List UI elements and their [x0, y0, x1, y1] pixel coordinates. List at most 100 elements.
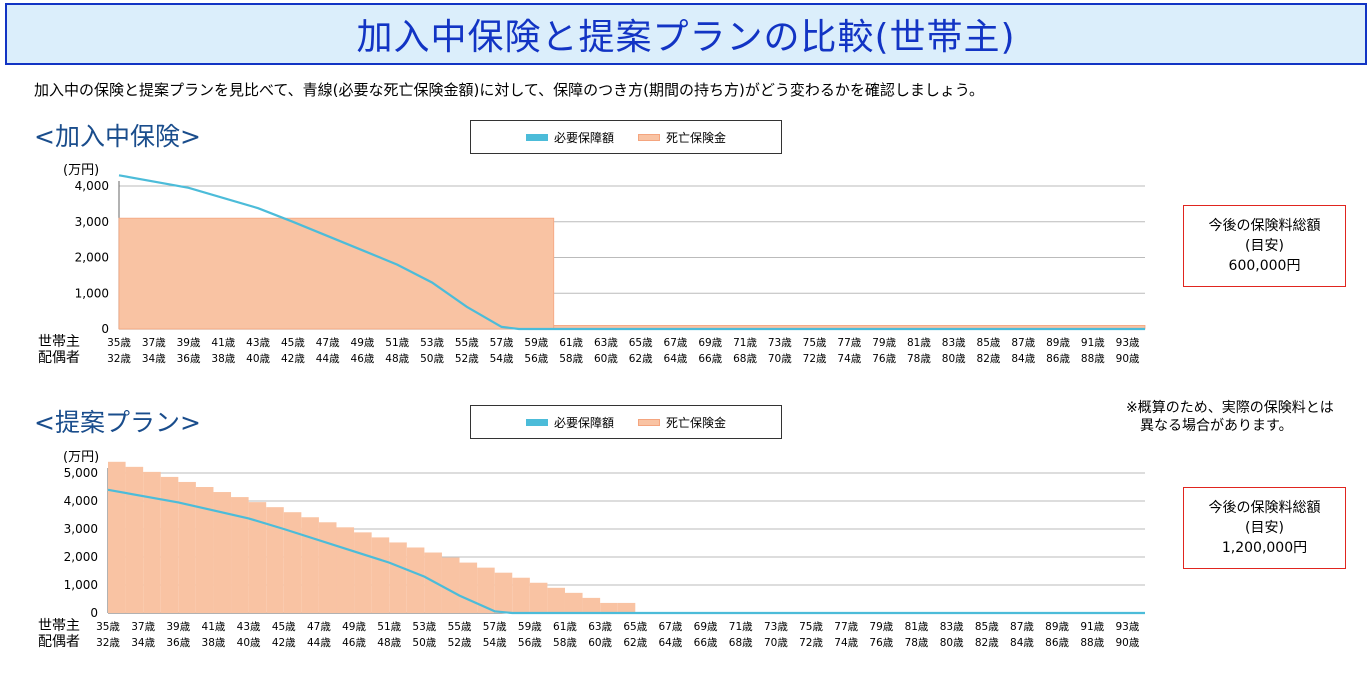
death-benefit-step	[195, 487, 214, 613]
x-tick-label-householder: 43歳	[237, 621, 261, 633]
page-title-banner: 加入中保険と提案プランの比較(世帯主)	[5, 3, 1367, 65]
x-tick-label-householder: 63歳	[588, 621, 612, 633]
x-tick-label-householder: 85歳	[975, 621, 999, 633]
legend-item-required: 必要保障額	[525, 414, 614, 431]
x-tick-label-spouse: 66歳	[694, 637, 718, 649]
legend-swatch-area	[638, 133, 660, 141]
x-tick-label-householder: 49歳	[351, 337, 375, 349]
x-tick-label-householder: 73歳	[764, 621, 788, 633]
x-tick-label-householder: 83歳	[940, 621, 964, 633]
premium-total-sublabel: (目安)	[1245, 238, 1284, 254]
x-tick-label-spouse: 58歳	[553, 637, 577, 649]
x-tick-label-householder: 65歳	[629, 337, 653, 349]
x-tick-label-householder: 93歳	[1115, 621, 1139, 633]
death-benefit-step	[266, 507, 284, 613]
x-tick-label-householder: 75歳	[803, 337, 827, 349]
y-axis-unit-label: (万円)	[63, 450, 99, 465]
x-tick-label-householder: 37歳	[142, 337, 166, 349]
x-tick-label-spouse: 42歳	[272, 637, 296, 649]
death-benefit-step	[477, 567, 495, 613]
x-tick-label-spouse: 84歳	[1011, 353, 1035, 365]
x-tick-label-householder: 89歳	[1045, 621, 1069, 633]
x-tick-label-householder: 85歳	[977, 337, 1001, 349]
x-tick-label-householder: 69歳	[698, 337, 722, 349]
x-tick-label-householder: 91歳	[1081, 337, 1105, 349]
x-tick-label-householder: 71歳	[733, 337, 757, 349]
x-tick-label-householder: 49歳	[342, 621, 366, 633]
x-tick-label-householder: 45歳	[272, 621, 296, 633]
x-tick-label-spouse: 88歳	[1080, 637, 1104, 649]
x-tick-label-householder: 51歳	[377, 621, 401, 633]
x-tick-label-spouse: 60歳	[588, 637, 612, 649]
x-tick-label-spouse: 70歳	[768, 353, 792, 365]
x-tick-label-spouse: 84歳	[1010, 637, 1034, 649]
death-benefit-step	[283, 512, 302, 613]
x-tick-label-spouse: 54歳	[483, 637, 507, 649]
premium-total-current: 今後の保険料総額 (目安) 600,000円	[1183, 205, 1346, 287]
x-tick-label-householder: 43歳	[246, 337, 270, 349]
death-benefit-step	[301, 517, 319, 613]
page-description: 加入中の保険と提案プランを見比べて、青線(必要な死亡保険金額)に対して、保障のつ…	[34, 81, 984, 99]
legend-swatch-area	[638, 418, 660, 426]
x-tick-label-spouse: 70歳	[764, 637, 788, 649]
x-tick-label-householder: 71歳	[729, 621, 753, 633]
premium-total-proposed: 今後の保険料総額 (目安) 1,200,000円	[1183, 487, 1346, 569]
row-label-householder: 世帯主	[38, 334, 80, 350]
legend-proposed: 必要保障額 死亡保険金	[470, 405, 782, 439]
x-tick-label-spouse: 78歳	[907, 353, 931, 365]
legend-item-death-benefit: 死亡保険金	[638, 129, 726, 146]
x-tick-label-spouse: 68歳	[729, 637, 753, 649]
x-tick-label-householder: 41歳	[202, 621, 226, 633]
x-tick-label-householder: 39歳	[166, 621, 190, 633]
x-tick-label-spouse: 50歳	[420, 353, 444, 365]
x-tick-label-spouse: 72歳	[803, 353, 827, 365]
premium-total-sublabel: (目安)	[1245, 520, 1284, 536]
premium-total-amount: 600,000円	[1228, 258, 1301, 274]
legend-item-required: 必要保障額	[525, 129, 614, 146]
death-benefit-step	[108, 461, 126, 613]
death-benefit-step	[336, 527, 355, 613]
x-tick-label-spouse: 86歳	[1045, 637, 1069, 649]
legend-item-death-benefit: 死亡保険金	[638, 414, 726, 431]
premium-total-label: 今後の保険料総額	[1208, 500, 1321, 516]
y-tick-label: 0	[101, 322, 109, 336]
x-tick-label-spouse: 74歳	[834, 637, 858, 649]
x-tick-label-householder: 35歳	[96, 621, 120, 633]
x-tick-label-spouse: 62歳	[629, 353, 653, 365]
x-tick-label-spouse: 54歳	[490, 353, 514, 365]
x-tick-label-householder: 73歳	[768, 337, 792, 349]
death-benefit-step	[160, 476, 179, 613]
death-benefit-step	[547, 587, 565, 613]
section-title-proposed: <提案プラン>	[34, 408, 201, 437]
x-tick-label-householder: 37歳	[131, 621, 155, 633]
x-tick-label-spouse: 36歳	[166, 637, 190, 649]
x-tick-label-householder: 79歳	[872, 337, 896, 349]
x-tick-label-householder: 65歳	[623, 621, 647, 633]
y-tick-label: 5,000	[64, 466, 98, 480]
x-tick-label-householder: 87歳	[1010, 621, 1034, 633]
x-tick-label-householder: 81歳	[907, 337, 931, 349]
x-tick-label-spouse: 56歳	[524, 353, 548, 365]
required-coverage-line	[118, 174, 1145, 331]
section-title-current: <加入中保険>	[34, 122, 201, 151]
page-title: 加入中保険と提案プランの比較(世帯主)	[356, 17, 1016, 58]
legend-label-required: 必要保障額	[553, 130, 614, 145]
death-benefit-area	[118, 217, 555, 330]
x-tick-label-spouse: 90歳	[1116, 353, 1140, 365]
x-tick-label-spouse: 82歳	[975, 637, 999, 649]
x-tick-label-householder: 35歳	[107, 337, 131, 349]
x-tick-label-spouse: 40歳	[246, 353, 270, 365]
premium-total-label: 今後の保険料総額	[1208, 218, 1321, 234]
x-tick-label-householder: 63歳	[594, 337, 618, 349]
x-tick-label-householder: 41歳	[211, 337, 235, 349]
x-tick-label-spouse: 34歳	[142, 353, 166, 365]
y-tick-label: 3,000	[64, 522, 98, 536]
x-tick-label-householder: 45歳	[281, 337, 305, 349]
disclaimer-line-2: 異なる場合があります。	[1140, 418, 1293, 434]
x-tick-label-householder: 67歳	[664, 337, 688, 349]
x-tick-label-householder: 47歳	[307, 621, 331, 633]
legend-swatch-line	[525, 418, 548, 426]
x-tick-label-spouse: 64歳	[664, 353, 688, 365]
